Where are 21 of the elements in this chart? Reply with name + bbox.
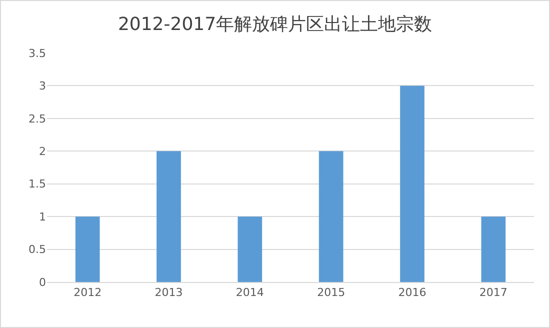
y-tick-label: 2.5 — [28, 112, 46, 126]
x-tick-label: 2012 — [74, 286, 102, 300]
y-tick-label: 3 — [39, 80, 46, 93]
chart-title: 2012-2017年解放碑片区出让土地宗数 — [118, 14, 432, 35]
y-tick-label: 2 — [39, 144, 46, 158]
y-tick-label: 1.5 — [28, 178, 46, 191]
bar — [75, 216, 100, 282]
bar — [318, 151, 344, 282]
x-tick-label: 2017 — [479, 286, 508, 300]
x-tick-label: 2014 — [236, 286, 264, 300]
y-tick-label: 0.5 — [28, 243, 46, 256]
bar — [238, 216, 262, 282]
bar — [400, 86, 424, 282]
bar — [481, 216, 506, 282]
y-tick-label: 3.5 — [28, 46, 46, 60]
y-tick-label: 1 — [39, 210, 46, 224]
x-tick-label: 2016 — [398, 286, 426, 300]
x-tick-label: 2015 — [317, 286, 346, 300]
y-tick-label: 0 — [39, 276, 46, 289]
bar — [156, 151, 181, 282]
x-tick-label: 2013 — [154, 286, 183, 300]
